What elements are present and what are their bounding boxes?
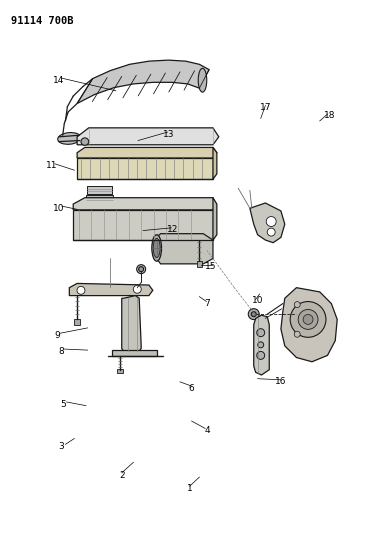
Circle shape xyxy=(294,332,300,337)
Polygon shape xyxy=(73,210,213,240)
Polygon shape xyxy=(77,158,213,179)
Circle shape xyxy=(251,312,256,317)
Ellipse shape xyxy=(153,238,160,257)
Ellipse shape xyxy=(81,138,89,146)
Text: 6: 6 xyxy=(189,384,194,393)
Circle shape xyxy=(137,265,145,273)
Circle shape xyxy=(298,310,318,329)
Polygon shape xyxy=(69,284,153,296)
Polygon shape xyxy=(112,350,157,357)
Text: 15: 15 xyxy=(205,262,217,271)
Circle shape xyxy=(266,216,276,227)
Text: 1: 1 xyxy=(187,484,192,493)
Polygon shape xyxy=(73,198,215,210)
Ellipse shape xyxy=(198,68,207,92)
Circle shape xyxy=(257,351,265,359)
Bar xyxy=(117,369,122,374)
Text: 8: 8 xyxy=(59,346,65,356)
Circle shape xyxy=(257,329,265,337)
Text: 7: 7 xyxy=(204,299,210,308)
Circle shape xyxy=(294,302,300,308)
Bar xyxy=(86,195,113,204)
Polygon shape xyxy=(254,315,269,375)
Text: 16: 16 xyxy=(275,377,287,386)
Circle shape xyxy=(248,309,259,320)
Bar xyxy=(74,319,80,325)
Text: 3: 3 xyxy=(59,442,65,451)
Text: 9: 9 xyxy=(55,331,61,340)
Polygon shape xyxy=(77,60,209,103)
Circle shape xyxy=(258,342,264,348)
Ellipse shape xyxy=(152,235,161,261)
Circle shape xyxy=(133,285,141,293)
Polygon shape xyxy=(122,296,141,351)
Polygon shape xyxy=(213,148,217,179)
Polygon shape xyxy=(250,203,285,243)
Circle shape xyxy=(290,302,326,337)
Polygon shape xyxy=(77,128,219,145)
Text: 91114 700B: 91114 700B xyxy=(11,16,74,26)
Text: 10: 10 xyxy=(53,204,65,213)
Text: 12: 12 xyxy=(167,225,178,234)
Circle shape xyxy=(267,228,275,236)
Ellipse shape xyxy=(58,133,81,144)
Bar xyxy=(197,261,202,266)
Text: 17: 17 xyxy=(260,103,271,112)
Circle shape xyxy=(139,266,143,272)
Text: 10: 10 xyxy=(252,296,264,305)
Text: 2: 2 xyxy=(119,471,125,480)
Text: 18: 18 xyxy=(324,111,335,120)
Text: 4: 4 xyxy=(204,426,210,435)
Circle shape xyxy=(303,314,313,325)
Text: 13: 13 xyxy=(163,130,174,139)
Circle shape xyxy=(77,286,85,294)
Polygon shape xyxy=(157,233,213,264)
Polygon shape xyxy=(77,148,217,158)
Text: 14: 14 xyxy=(53,76,65,85)
Polygon shape xyxy=(213,198,217,240)
Bar xyxy=(87,186,112,194)
Polygon shape xyxy=(281,288,337,362)
Text: 5: 5 xyxy=(60,400,66,409)
Text: 11: 11 xyxy=(46,161,57,171)
